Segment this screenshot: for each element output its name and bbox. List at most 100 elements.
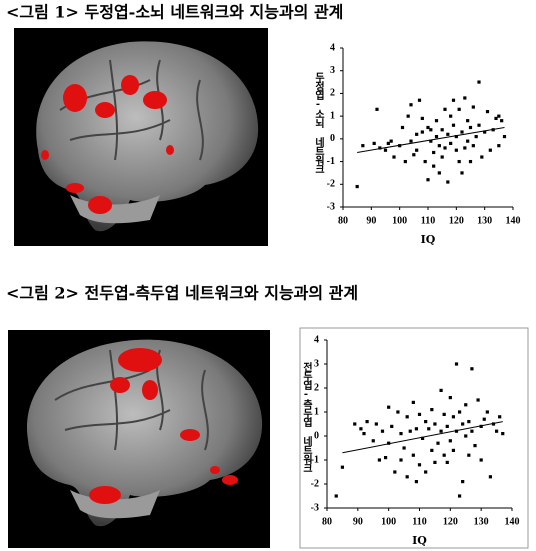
- point: [429, 139, 433, 143]
- point: [386, 141, 390, 145]
- point: [494, 116, 498, 121]
- point: [392, 155, 396, 159]
- point: [434, 134, 439, 139]
- point: [415, 132, 419, 136]
- x-tick-label: 130: [477, 215, 492, 226]
- x-tick-label: 110: [412, 516, 426, 527]
- point: [417, 463, 422, 467]
- point: [405, 415, 409, 419]
- x-tick-label: 100: [381, 516, 396, 527]
- point: [463, 146, 467, 150]
- point: [424, 470, 428, 474]
- point: [446, 180, 450, 184]
- point: [497, 144, 501, 148]
- point: [497, 114, 501, 118]
- point: [468, 159, 473, 164]
- point: [432, 164, 436, 168]
- point: [474, 134, 478, 139]
- point: [414, 480, 419, 484]
- point: [461, 422, 465, 426]
- point: [396, 410, 400, 414]
- point: [454, 134, 458, 139]
- point: [411, 400, 415, 404]
- point: [389, 139, 393, 143]
- point: [460, 171, 464, 175]
- point: [440, 128, 444, 132]
- brain-image: [8, 330, 270, 548]
- point: [491, 422, 496, 426]
- point: [415, 148, 419, 152]
- point: [426, 125, 430, 130]
- x-axis-label: IQ: [412, 534, 427, 547]
- point: [466, 139, 470, 143]
- point: [473, 444, 477, 448]
- point: [372, 141, 376, 145]
- point: [353, 422, 357, 426]
- point: [449, 114, 453, 118]
- point: [387, 405, 391, 409]
- y-tick-label: -3: [327, 201, 335, 212]
- point: [451, 98, 456, 102]
- point: [393, 470, 397, 474]
- point: [417, 412, 422, 416]
- y-tick-label: 2: [314, 382, 319, 393]
- point: [383, 456, 388, 460]
- point: [485, 410, 489, 414]
- y-tick-label: -3: [311, 502, 319, 513]
- point: [483, 130, 487, 134]
- point: [502, 134, 507, 139]
- y-tick-label: -2: [327, 179, 335, 190]
- point: [340, 465, 345, 469]
- point: [437, 171, 441, 175]
- figure-title: <그림 1> 두정엽-소뇌 네트워크와 지능과의 관계: [6, 3, 343, 22]
- point: [467, 453, 471, 457]
- y-tick-label: 3: [330, 65, 335, 76]
- point: [334, 494, 338, 498]
- point: [424, 420, 428, 424]
- x-tick-label: 90: [353, 516, 363, 527]
- y-tick-label: 0: [330, 133, 335, 144]
- point: [460, 130, 464, 134]
- x-tick-label: 100: [392, 215, 407, 226]
- point: [451, 123, 456, 127]
- point: [390, 424, 394, 428]
- x-tick-label: 130: [474, 516, 489, 527]
- point: [440, 155, 444, 159]
- point: [463, 96, 467, 100]
- point: [414, 427, 419, 431]
- point: [477, 123, 481, 127]
- point: [476, 398, 480, 402]
- point: [387, 441, 391, 445]
- point: [451, 415, 456, 419]
- point: [457, 494, 462, 498]
- figure-title: <그림 2> 전두엽-측두엽 네트워크와 지능과의 관계: [6, 284, 358, 303]
- point: [402, 446, 406, 450]
- y-tick-label: 4: [314, 334, 319, 345]
- point: [378, 146, 382, 150]
- point: [423, 159, 427, 164]
- point: [501, 432, 505, 436]
- point: [461, 480, 465, 484]
- point: [454, 148, 458, 152]
- point: [468, 125, 473, 130]
- point: [494, 429, 499, 433]
- point: [488, 475, 493, 479]
- point: [427, 427, 431, 431]
- point: [498, 415, 502, 419]
- point: [383, 148, 388, 152]
- point: [429, 128, 433, 132]
- y-tick-label: 1: [330, 110, 335, 121]
- point: [445, 424, 449, 428]
- point: [420, 116, 424, 121]
- point: [399, 432, 403, 436]
- y-tick-label: -1: [327, 156, 335, 167]
- point: [420, 436, 425, 440]
- point: [443, 146, 447, 150]
- point: [430, 448, 434, 452]
- point: [409, 139, 413, 143]
- brain-image: [14, 28, 268, 246]
- point: [439, 388, 443, 392]
- point: [464, 434, 468, 438]
- point: [457, 410, 462, 414]
